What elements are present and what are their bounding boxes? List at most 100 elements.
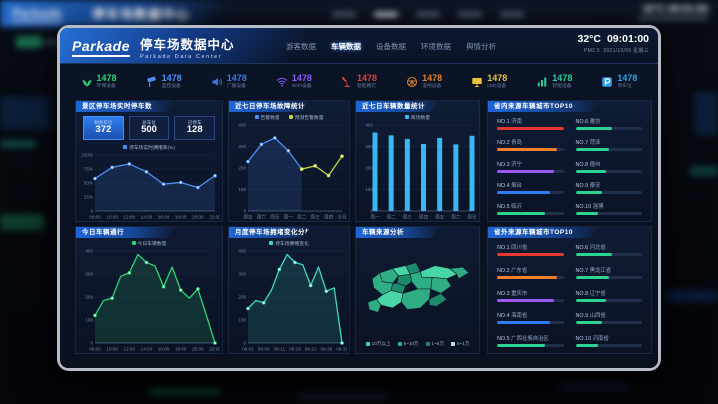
header-clock: 32°C 09:01:00 PM2.5 2021/10/06 星期三 [578, 33, 650, 54]
svg-text:22:00: 22:00 [209, 215, 220, 220]
svg-text:50%: 50% [84, 181, 93, 186]
top10-item: NO.3 济宁 [497, 160, 564, 173]
nav-tabs: 游客数据 车辆数据 设备数据 环境数据 舆情分析 [286, 28, 496, 63]
backdrop-blob [560, 382, 630, 391]
tab-4[interactable]: 环境数据 [421, 41, 451, 51]
svg-text:18:00: 18:00 [175, 215, 187, 220]
svg-text:14:00: 14:00 [141, 347, 153, 352]
top10-item: NO.6 河北省 [575, 243, 642, 256]
map-region [449, 266, 469, 279]
legend-item: 停车场拥堵变化 [269, 240, 309, 247]
parking-stat-boxes: 剩余车位 372 总车位 500 已停车 128 [83, 116, 216, 140]
svg-text:16:00: 16:00 [158, 347, 170, 352]
panel-title: 近七日车辆数量统计 [356, 101, 440, 112]
tab-2[interactable]: 车辆数据 [331, 41, 361, 51]
svg-text:200: 200 [238, 295, 246, 300]
backdrop-blob [0, 96, 50, 130]
shandong-map [367, 261, 469, 313]
line-chart-congestion: 100% 75% 50% 25% 0 08:00 10:00 12:00 14:00 16:00 1… [78, 152, 220, 220]
top10-item: NO.4 烟台 [497, 181, 564, 194]
svg-text:今日: 今日 [337, 214, 346, 221]
legend-item: 离场数量 [404, 114, 430, 121]
svg-text:200: 200 [85, 295, 93, 300]
stat-label: 智能路灯 [356, 84, 377, 90]
svg-text:300: 300 [365, 144, 373, 149]
tab-1[interactable]: 游客数据 [286, 41, 316, 51]
svg-text:22:00: 22:00 [209, 347, 220, 352]
svg-text:周日: 周日 [467, 215, 476, 221]
leaf-icon [82, 79, 92, 87]
stat-value: 1478 [161, 73, 182, 84]
chart-legend: 今日车辆数量 [76, 238, 222, 248]
svg-text:周三: 周三 [403, 215, 413, 221]
stat-label: 广播设备 [226, 84, 246, 90]
svg-text:0: 0 [90, 341, 93, 346]
top10-item: NO.4 海南省 [497, 311, 564, 325]
province-map [356, 238, 479, 339]
stat-value: 1478 [356, 73, 377, 84]
backdrop-blob [298, 394, 388, 399]
svg-text:16:00: 16:00 [158, 215, 170, 220]
stat-value: 1478 [96, 73, 117, 84]
panel-monthly-congestion: 月度停车场拥堵变化分析 停车场拥堵变化 400 300 200 100 0 08-01 08… [228, 226, 350, 354]
area-chart-monthly: 400 300 200 100 0 08-01 08-06 08-11 08-16 08-21 08… [231, 248, 347, 352]
backdrop-blob [690, 166, 718, 176]
backdrop-nav-item [458, 12, 482, 17]
svg-text:周六: 周六 [451, 214, 461, 221]
svg-text:08-21: 08-21 [305, 347, 317, 352]
svg-text:周五: 周五 [243, 215, 253, 221]
pm-label: PM2.5 [584, 48, 600, 54]
map-region [367, 298, 382, 313]
top10-item: NO.10 淄博 [575, 202, 642, 215]
tab-3[interactable]: 设备数据 [376, 41, 406, 51]
top10-item: NO.6 潍坊 [575, 117, 642, 130]
svg-text:25%: 25% [84, 195, 93, 200]
chart-legend: 告警数量 预测告警数量 [229, 112, 349, 122]
svg-text:100: 100 [238, 187, 246, 192]
stat-item: 1478 广播设备 [196, 67, 261, 97]
stat-label: 环保设备 [96, 84, 116, 90]
svg-text:100: 100 [85, 318, 93, 323]
legend-item: 0~1万 [450, 341, 469, 347]
top10-item: NO.8 德州 [575, 160, 642, 173]
panel-title: 景区停车场实时停车数 [76, 101, 175, 112]
panel-vehicle-count: 近七日车辆数量统计 离场数量 400 300 200 100 0 周一 周二 周三 周四 周五 周六… [355, 100, 480, 222]
top10-item: NO.5 广西壮族自治区 [497, 334, 564, 347]
panel-title: 省内来源车辆城市TOP10 [488, 101, 599, 112]
legend-item: 告警数量 [254, 114, 280, 121]
svg-text:400: 400 [238, 123, 246, 128]
temperature: 32°C [577, 33, 601, 45]
led-icon [472, 78, 482, 87]
top10-item: NO.7 黑龙江省 [575, 266, 642, 279]
map-legend: 10万以上 5~10万 1~5万 0~1万 [356, 339, 479, 349]
backdrop-nav-item [374, 12, 398, 17]
backdrop-nav-item [416, 12, 440, 17]
svg-text:周四: 周四 [324, 215, 334, 221]
svg-text:10:00: 10:00 [106, 215, 118, 220]
stat-value: 1478 [552, 73, 573, 84]
svg-text:08-11: 08-11 [274, 347, 286, 352]
svg-text:75%: 75% [84, 167, 93, 172]
panel-vehicle-source-map: 车辆来源分析 [355, 226, 480, 354]
svg-text:08:00: 08:00 [89, 215, 101, 220]
speaker-icon [212, 78, 222, 86]
stat-label: 监控设备 [161, 84, 181, 90]
stat-item: 1478 LED设备 [457, 67, 522, 97]
legend-item: 10万以上 [365, 341, 391, 347]
map-region [430, 276, 452, 294]
svg-text:0: 0 [243, 209, 246, 214]
tab-5[interactable]: 舆情分析 [466, 41, 496, 51]
backdrop-brand: Parkade [12, 6, 63, 22]
svg-text:08-26: 08-26 [320, 347, 332, 352]
top10-item: NO.8 辽宁省 [575, 289, 642, 302]
map-region [396, 273, 412, 286]
legend-item: 停车场实时拥堵率(%) [123, 144, 175, 151]
line-chart-alarms: 400 300 200 100 0 周五 周六 周日 周一 周二 周三 周四 今日 [231, 122, 347, 220]
svg-text:周一: 周一 [284, 215, 294, 221]
panel-top10-outside: 省外来源车辆城市TOP10 NO.1 四川省 NO.2 广东省 NO.3 重庆市 NO… [487, 226, 652, 354]
stat-label: 停车位 [617, 84, 632, 90]
stat-label: LED设备 [487, 84, 507, 90]
stat-value: 1478 [291, 73, 312, 84]
stat-label: WIFI设备 [291, 84, 312, 90]
